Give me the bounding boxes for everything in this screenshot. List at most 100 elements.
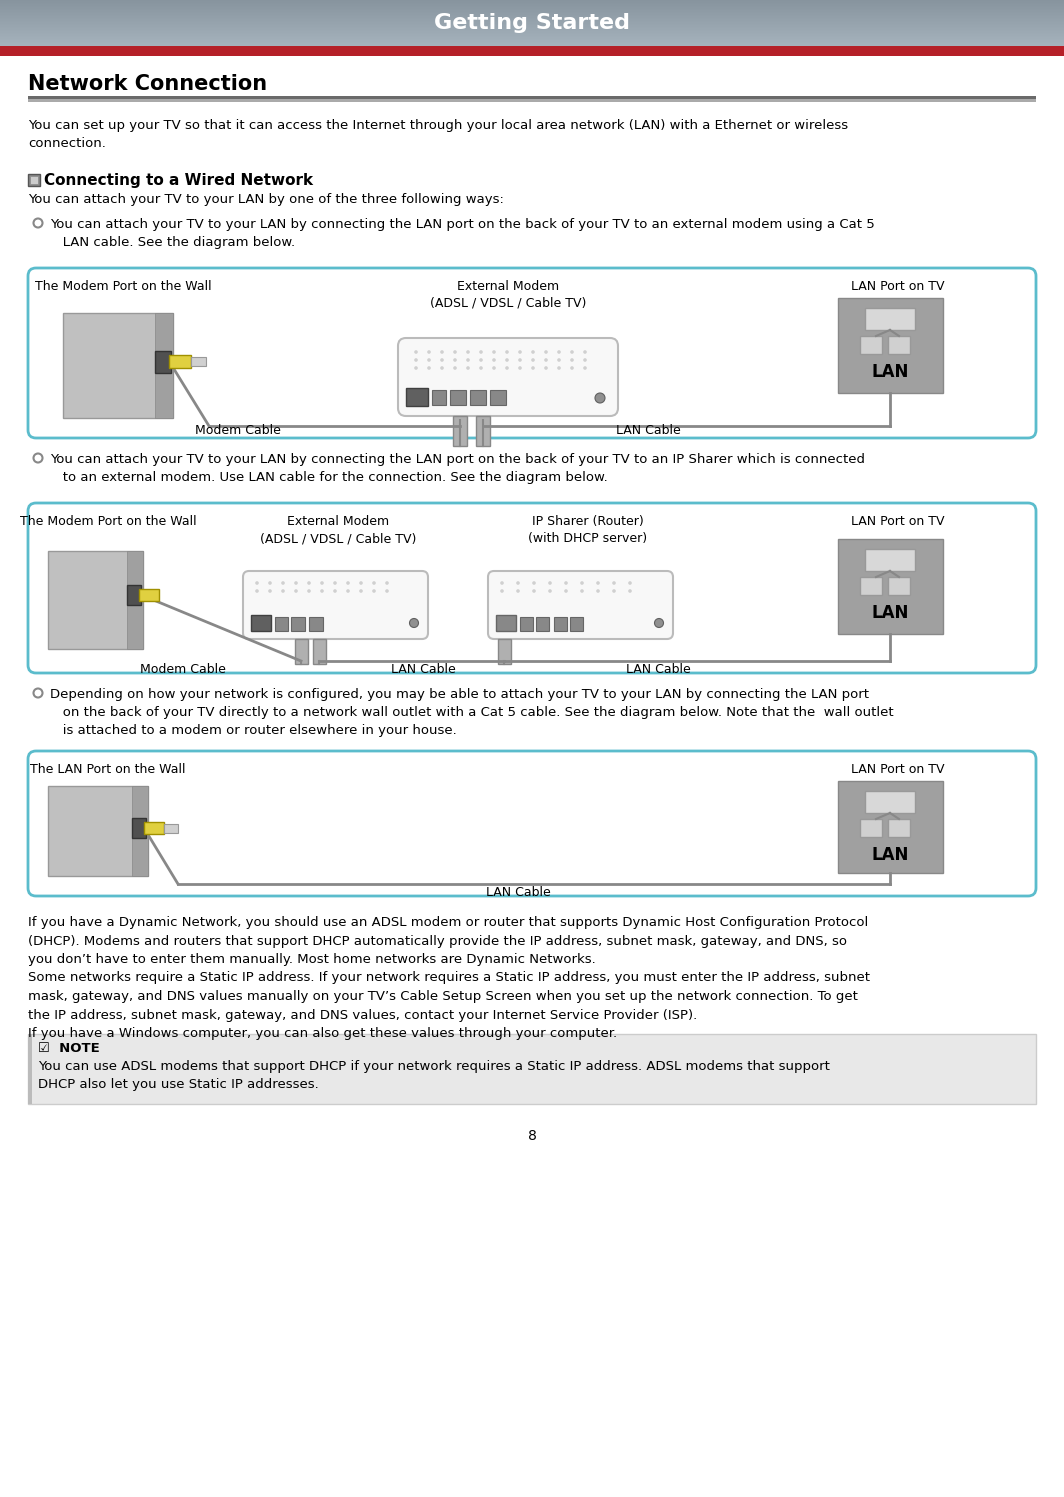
Text: LAN Port on TV: LAN Port on TV: [851, 515, 945, 528]
Circle shape: [505, 367, 509, 370]
Bar: [309, 617, 323, 632]
Text: LAN: LAN: [871, 846, 909, 864]
Circle shape: [466, 358, 470, 362]
Bar: [520, 617, 533, 632]
Bar: [865, 549, 915, 570]
Circle shape: [558, 367, 561, 370]
Circle shape: [612, 581, 616, 585]
FancyBboxPatch shape: [28, 751, 1036, 897]
Circle shape: [518, 358, 521, 362]
Circle shape: [548, 581, 552, 585]
Text: 8: 8: [528, 1129, 536, 1144]
Circle shape: [346, 581, 350, 585]
Circle shape: [414, 367, 418, 370]
Circle shape: [414, 358, 418, 362]
Bar: [0, 46, 1064, 55]
Circle shape: [570, 358, 573, 362]
Text: The Modem Port on the Wall: The Modem Port on the Wall: [20, 515, 197, 528]
Bar: [860, 335, 882, 353]
Bar: [838, 781, 943, 873]
Bar: [860, 819, 882, 837]
Circle shape: [580, 581, 584, 585]
Circle shape: [268, 590, 271, 593]
Text: Depending on how your network is configured, you may be able to attach your TV t: Depending on how your network is configu…: [50, 689, 894, 737]
Bar: [838, 539, 943, 635]
Text: The LAN Port on the Wall: The LAN Port on the Wall: [30, 763, 186, 775]
Text: LAN Port on TV: LAN Port on TV: [851, 763, 945, 775]
Bar: [155, 350, 171, 373]
Circle shape: [493, 358, 496, 362]
Text: You can attach your TV to your LAN by connecting the LAN port on the back of you: You can attach your TV to your LAN by co…: [50, 219, 875, 249]
Circle shape: [333, 581, 337, 585]
Text: You can attach your TV to your LAN by one of the three following ways:: You can attach your TV to your LAN by on…: [28, 193, 504, 207]
Circle shape: [558, 350, 561, 353]
Bar: [313, 639, 326, 665]
Bar: [132, 786, 148, 876]
Bar: [139, 588, 159, 600]
Circle shape: [479, 358, 483, 362]
Text: External Modem
(ADSL / VDSL / Cable TV): External Modem (ADSL / VDSL / Cable TV): [430, 280, 586, 310]
Bar: [155, 313, 173, 418]
Circle shape: [33, 689, 43, 698]
Circle shape: [628, 581, 632, 585]
Bar: [127, 585, 142, 605]
Bar: [48, 786, 148, 876]
Bar: [570, 617, 583, 632]
Text: Modem Cable: Modem Cable: [140, 663, 226, 677]
FancyBboxPatch shape: [243, 570, 428, 639]
Circle shape: [453, 350, 456, 353]
Bar: [28, 99, 1036, 102]
Bar: [491, 391, 506, 406]
Circle shape: [493, 367, 496, 370]
FancyBboxPatch shape: [488, 570, 674, 639]
Bar: [132, 817, 146, 838]
Circle shape: [33, 454, 43, 463]
Circle shape: [372, 581, 376, 585]
Bar: [865, 790, 915, 813]
Circle shape: [295, 581, 298, 585]
Circle shape: [516, 581, 520, 585]
FancyBboxPatch shape: [28, 268, 1036, 439]
Circle shape: [307, 581, 311, 585]
Circle shape: [544, 350, 548, 353]
Bar: [498, 639, 511, 665]
FancyBboxPatch shape: [28, 503, 1036, 674]
Circle shape: [428, 358, 431, 362]
Bar: [275, 617, 288, 632]
Text: You can attach your TV to your LAN by connecting the LAN port on the back of you: You can attach your TV to your LAN by co…: [50, 454, 865, 484]
Circle shape: [516, 590, 520, 593]
Circle shape: [500, 590, 503, 593]
Text: The Modem Port on the Wall: The Modem Port on the Wall: [35, 280, 212, 293]
Circle shape: [570, 350, 573, 353]
Circle shape: [518, 350, 521, 353]
Circle shape: [612, 590, 616, 593]
Bar: [127, 551, 143, 650]
Bar: [554, 617, 567, 632]
Circle shape: [564, 590, 568, 593]
Circle shape: [320, 590, 323, 593]
Circle shape: [295, 590, 298, 593]
Text: External Modem
(ADSL / VDSL / Cable TV): External Modem (ADSL / VDSL / Cable TV): [260, 515, 416, 545]
Text: IP Sharer (Router)
(with DHCP server): IP Sharer (Router) (with DHCP server): [529, 515, 648, 545]
Circle shape: [281, 581, 285, 585]
Bar: [470, 391, 486, 406]
FancyBboxPatch shape: [398, 338, 618, 416]
Text: LAN: LAN: [871, 603, 909, 621]
Circle shape: [360, 590, 363, 593]
Bar: [48, 551, 143, 650]
Circle shape: [583, 358, 587, 362]
Bar: [192, 356, 206, 365]
Circle shape: [281, 590, 285, 593]
Circle shape: [583, 367, 587, 370]
Circle shape: [428, 367, 431, 370]
Bar: [865, 308, 915, 329]
Circle shape: [479, 367, 483, 370]
Circle shape: [531, 367, 535, 370]
Bar: [169, 355, 192, 368]
Text: LAN: LAN: [871, 362, 909, 382]
Bar: [251, 615, 271, 632]
Circle shape: [453, 367, 456, 370]
Text: LAN Cable: LAN Cable: [616, 424, 680, 437]
Text: LAN Cable: LAN Cable: [485, 886, 550, 900]
Text: LAN Cable: LAN Cable: [390, 663, 455, 677]
